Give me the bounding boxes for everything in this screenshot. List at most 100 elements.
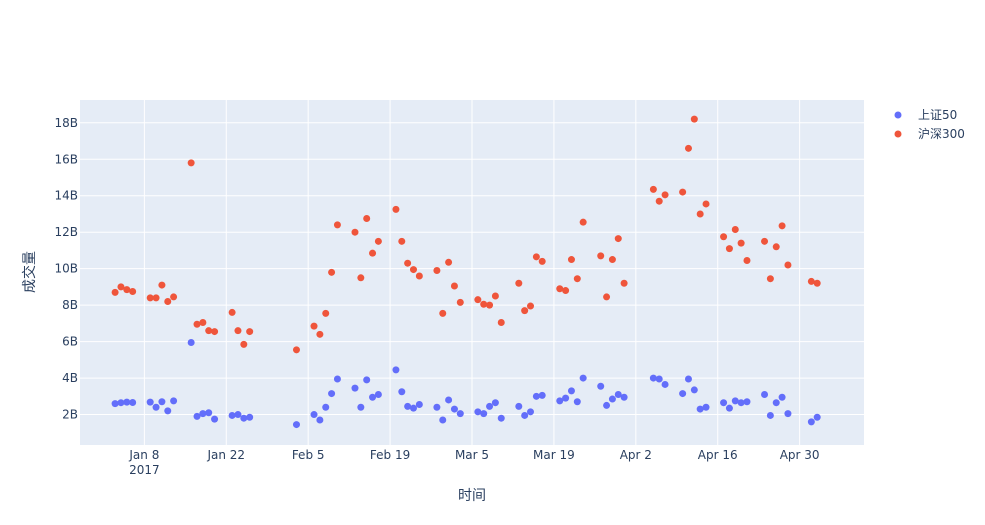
y-tick-label: 4B [62, 371, 78, 385]
data-point [720, 399, 728, 407]
series-2 [111, 115, 821, 354]
data-point [731, 397, 739, 405]
x-tick-label: Apr 16 [698, 448, 738, 462]
data-point [310, 322, 318, 330]
data-point [246, 328, 254, 336]
data-point [731, 225, 739, 233]
data-point [614, 235, 622, 243]
data-point [316, 330, 324, 338]
data-point [737, 399, 745, 407]
data-point [538, 391, 546, 399]
data-point [187, 339, 195, 347]
data-point [603, 293, 611, 301]
data-point [404, 402, 412, 410]
data-point [743, 256, 751, 264]
x-tick-sublabel: 2017 [129, 463, 160, 477]
data-point [766, 275, 774, 283]
legend-label: 上证50 [918, 108, 957, 122]
data-point [474, 296, 482, 304]
y-tick-label: 6B [62, 335, 78, 349]
data-point [474, 408, 482, 416]
data-point [152, 294, 160, 302]
data-point [813, 279, 821, 287]
data-point [608, 256, 616, 264]
data-point [351, 228, 359, 236]
x-tick-label: Apr 30 [780, 448, 820, 462]
x-axis-title: 时间 [458, 488, 486, 504]
data-point [684, 375, 692, 383]
y-tick-labels: 2B 4B 6B 8B 10B 12B 14B 16B 18B [54, 116, 78, 422]
data-point [486, 402, 494, 410]
x-tick-label: Feb 5 [292, 448, 325, 462]
data-point [720, 233, 728, 241]
data-point [211, 328, 219, 336]
y-gridlines [80, 122, 864, 416]
data-point [211, 415, 219, 423]
data-point [579, 218, 587, 226]
data-point [292, 421, 300, 429]
y-tick-label: 14B [54, 189, 78, 203]
data-point [491, 292, 499, 300]
data-point [351, 384, 359, 392]
data-point [111, 288, 119, 296]
data-point [725, 245, 733, 253]
y-tick-label: 16B [54, 152, 78, 166]
data-point [784, 261, 792, 269]
data-point [193, 320, 201, 328]
data-point [515, 402, 523, 410]
data-point [333, 221, 341, 229]
y-tick-label: 18B [54, 116, 78, 130]
data-point [597, 252, 605, 260]
data-point [363, 215, 371, 223]
data-point [292, 346, 300, 354]
data-point [199, 318, 207, 326]
data-point [567, 256, 575, 264]
data-point [450, 405, 458, 413]
data-point [398, 237, 406, 245]
data-point [684, 144, 692, 152]
data-point [111, 400, 119, 408]
data-point [392, 205, 400, 213]
data-point [480, 410, 488, 418]
data-point [187, 159, 195, 167]
x-tick-label: Apr 2 [620, 448, 652, 462]
data-point [579, 374, 587, 382]
data-point [521, 307, 529, 315]
data-point [778, 393, 786, 401]
data-point [527, 408, 535, 416]
y-tick-label: 10B [54, 262, 78, 276]
data-point [486, 301, 494, 309]
data-point [240, 340, 248, 348]
data-point [702, 200, 710, 208]
data-point [784, 410, 792, 418]
x-tick-label: Feb 19 [370, 448, 410, 462]
data-point [409, 266, 417, 274]
data-point [515, 279, 523, 287]
data-point [772, 243, 780, 251]
data-point [690, 115, 698, 123]
data-point [445, 396, 453, 404]
data-point [117, 283, 125, 291]
data-point [439, 309, 447, 317]
data-point [620, 279, 628, 287]
data-point [316, 416, 324, 424]
legend-marker [894, 111, 902, 119]
data-point [123, 286, 131, 294]
data-point [333, 375, 341, 383]
data-point [322, 309, 330, 317]
data-point [521, 411, 529, 419]
data-point [146, 398, 154, 406]
data-point [129, 399, 137, 407]
data-point [807, 418, 815, 426]
data-point [661, 380, 669, 388]
data-point [246, 413, 254, 421]
data-point [813, 413, 821, 421]
data-point [310, 411, 318, 419]
data-point [655, 375, 663, 383]
data-point [117, 399, 125, 407]
data-point [398, 388, 406, 396]
data-point [228, 308, 236, 316]
data-point [556, 397, 564, 405]
